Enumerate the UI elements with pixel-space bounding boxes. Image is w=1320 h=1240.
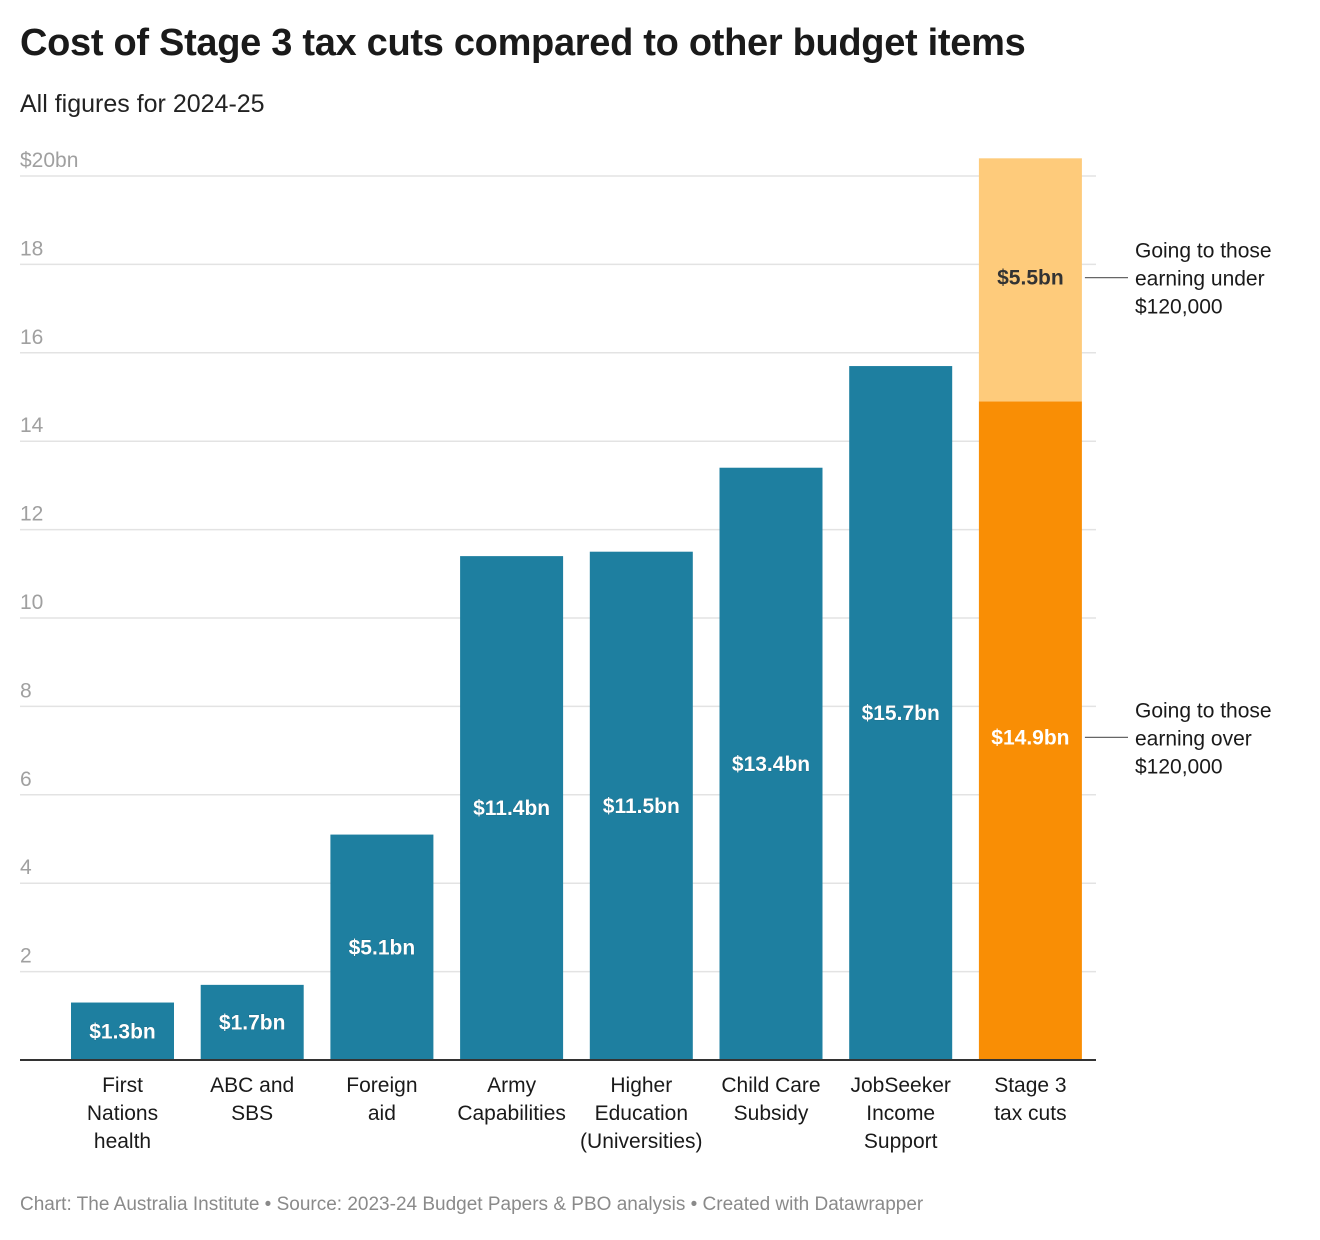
- bar: [200, 984, 304, 1060]
- y-tick-label: 10: [20, 591, 43, 614]
- x-category-label: JobSeeker: [850, 1074, 950, 1097]
- bar: [71, 1002, 174, 1060]
- annotation-text: Going to those: [1135, 240, 1272, 263]
- x-category-label: Support: [864, 1130, 938, 1153]
- bar-value-label: $5.1bn: [349, 936, 416, 959]
- x-category-label: Higher: [610, 1074, 672, 1097]
- y-tick-label: 14: [20, 414, 44, 437]
- y-tick-label: 16: [20, 326, 43, 349]
- chart-footer: Chart: The Australia Institute • Source:…: [20, 1194, 924, 1215]
- y-tick-label: $20bn: [20, 149, 78, 172]
- y-tick-label: 6: [20, 768, 32, 791]
- bar: [849, 366, 953, 1060]
- x-category-label: ABC and: [210, 1074, 294, 1097]
- x-category-label: health: [94, 1130, 151, 1153]
- annotation-text: $120,000: [1135, 755, 1223, 778]
- x-category-label: Nations: [87, 1102, 158, 1125]
- stacked-segment-over: [978, 401, 1082, 1060]
- bar: [330, 834, 434, 1060]
- bar-value-label: $15.7bn: [862, 702, 940, 725]
- bar-value-label: $13.4bn: [732, 753, 810, 776]
- chart-subtitle: All figures for 2024-25: [20, 90, 265, 118]
- x-category-label: aid: [368, 1102, 396, 1125]
- x-category-label: Stage 3: [994, 1074, 1066, 1097]
- stacked-segment-under: [978, 158, 1082, 402]
- bar: [719, 467, 823, 1061]
- x-category-label: Income: [866, 1102, 935, 1125]
- x-category-label: First: [102, 1074, 143, 1097]
- x-category-label: Child Care: [721, 1074, 820, 1097]
- stacked-value-label: $5.5bn: [997, 267, 1064, 290]
- annotation-text: Going to those: [1135, 699, 1272, 722]
- annotation-text: earning over: [1135, 727, 1252, 750]
- bar-value-label: $1.3bn: [89, 1020, 156, 1043]
- y-tick-label: 8: [20, 679, 32, 702]
- x-category-label: Subsidy: [734, 1102, 809, 1125]
- y-tick-label: 2: [20, 945, 32, 968]
- y-tick-label: 12: [20, 503, 43, 526]
- bar-value-label: $11.4bn: [473, 797, 550, 820]
- x-category-label: Capabilities: [457, 1102, 566, 1125]
- annotation-text: $120,000: [1135, 296, 1223, 319]
- x-category-label: SBS: [231, 1102, 273, 1125]
- chart-title: Cost of Stage 3 tax cuts compared to oth…: [20, 22, 1026, 64]
- y-tick-label: 4: [20, 856, 32, 879]
- x-category-label: Foreign: [346, 1074, 417, 1097]
- bar-value-label: $1.7bn: [219, 1011, 286, 1034]
- bar: [460, 556, 564, 1060]
- annotation-text: earning under: [1135, 268, 1265, 291]
- x-category-label: Education: [595, 1102, 688, 1125]
- y-tick-label: 18: [20, 237, 43, 260]
- x-category-label: Army: [487, 1074, 536, 1097]
- x-category-label: (Universities): [580, 1130, 703, 1153]
- bar: [589, 551, 693, 1060]
- stacked-value-label: $14.9bn: [991, 726, 1069, 749]
- bar-value-label: $11.5bn: [603, 795, 680, 818]
- x-category-label: tax cuts: [994, 1102, 1066, 1125]
